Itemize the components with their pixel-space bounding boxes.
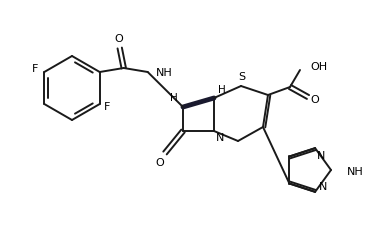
Text: N: N (319, 182, 327, 192)
Text: O: O (114, 34, 123, 44)
Text: F: F (32, 64, 39, 74)
Text: H: H (170, 93, 178, 103)
Text: H: H (218, 85, 226, 95)
Text: NH: NH (156, 68, 172, 78)
Text: N: N (317, 151, 325, 161)
Text: OH: OH (310, 62, 327, 72)
Text: N: N (216, 133, 224, 143)
Text: F: F (103, 102, 110, 112)
Text: O: O (310, 95, 319, 105)
Text: S: S (238, 72, 246, 82)
Text: O: O (156, 158, 164, 168)
Text: NH: NH (347, 167, 364, 177)
